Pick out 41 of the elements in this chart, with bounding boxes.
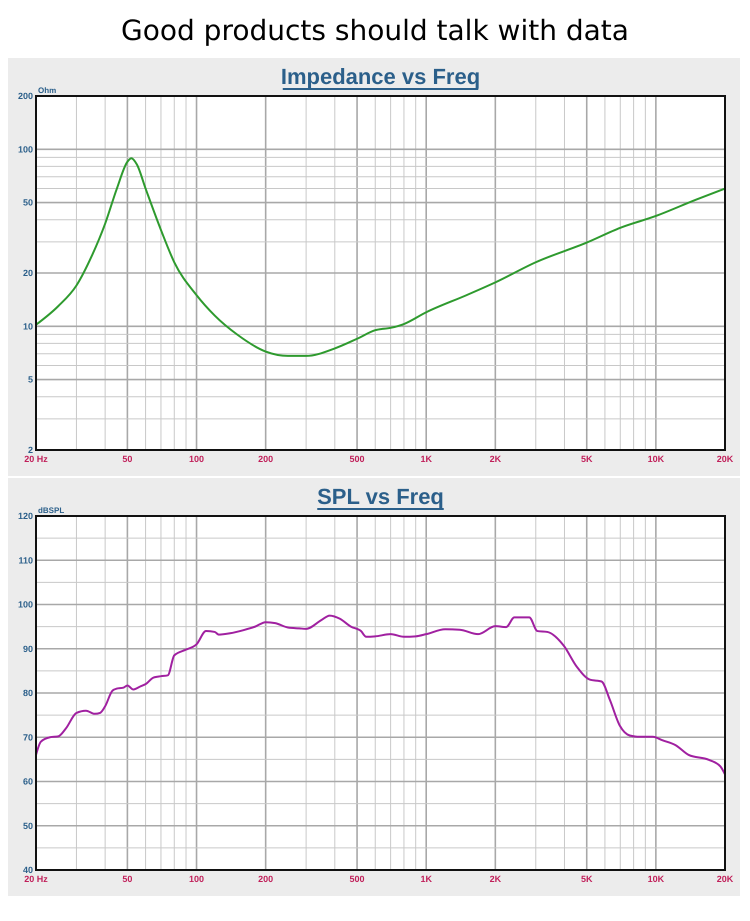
- x-tick-label: 1K: [420, 874, 432, 884]
- y-tick-label: 110: [18, 555, 33, 566]
- x-tick-label: 5K: [580, 454, 593, 464]
- y-tick-label: 70: [22, 732, 33, 742]
- y-axis-title: dBSPL: [38, 506, 64, 515]
- x-tick-label: 100: [189, 874, 204, 884]
- x-tick-label: 200: [258, 454, 274, 464]
- x-tick-label: 5K: [580, 874, 593, 884]
- x-tick-label: 200: [258, 874, 274, 884]
- y-tick-label: 40: [22, 865, 33, 875]
- x-tick-label: 20K: [716, 454, 734, 464]
- x-tick-label: 20 Hz: [24, 454, 48, 464]
- x-tick-label: 50: [122, 874, 132, 884]
- y-tick-label: 100: [18, 144, 33, 154]
- y-tick-label: 20: [22, 268, 33, 278]
- y-axis-title: Ohm: [38, 86, 56, 95]
- y-tick-label: 2: [28, 445, 33, 455]
- x-tick-label: 20K: [716, 874, 734, 884]
- y-tick-label: 50: [22, 820, 33, 831]
- x-tick-label: 50: [122, 454, 132, 464]
- y-tick-label: 60: [22, 776, 33, 786]
- x-tick-label: 500: [350, 454, 365, 464]
- chart-title: Impedance vs Freq: [280, 64, 480, 89]
- y-tick-label: 5: [28, 374, 33, 385]
- y-tick-label: 90: [22, 644, 33, 654]
- y-tick-label: 200: [18, 91, 33, 101]
- x-tick-label: 20 Hz: [24, 874, 48, 884]
- y-tick-label: 100: [18, 600, 33, 610]
- x-tick-label: 2K: [490, 454, 502, 464]
- x-tick-label: 10K: [648, 874, 665, 884]
- y-tick-label: 10: [22, 321, 33, 332]
- y-tick-label: 80: [22, 688, 33, 698]
- y-tick-label: 50: [22, 198, 33, 208]
- x-tick-label: 10K: [648, 454, 665, 464]
- x-tick-label: 1K: [420, 454, 432, 464]
- y-tick-label: 120: [18, 511, 33, 521]
- x-tick-label: 2K: [490, 874, 502, 884]
- x-tick-label: 500: [350, 874, 365, 884]
- chart-title: SPL vs Freq: [317, 484, 444, 509]
- x-tick-label: 100: [189, 454, 204, 464]
- text: Good products should talk with data: [121, 14, 629, 47]
